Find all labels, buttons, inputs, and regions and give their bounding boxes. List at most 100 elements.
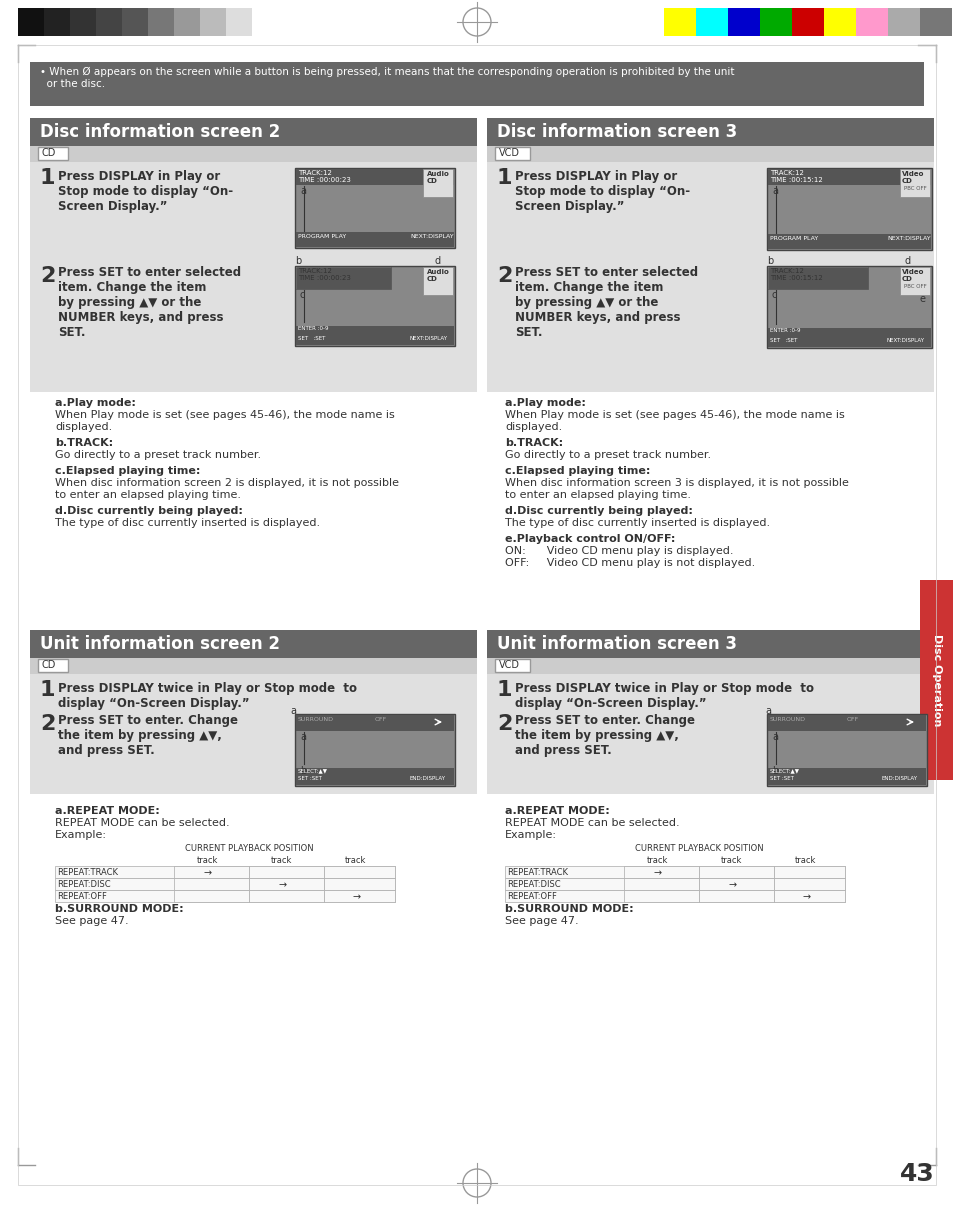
Text: CURRENT PLAYBACK POSITION: CURRENT PLAYBACK POSITION [185,844,314,853]
Text: REPEAT:DISC: REPEAT:DISC [57,880,111,889]
Bar [486,674,933,794]
Text: b.SURROUND MODE:: b.SURROUND MODE: [504,904,633,915]
Bar [422,169,453,196]
Bar [30,674,476,794]
Text: →: → [801,892,809,903]
Text: NEXT:DISPLAY: NEXT:DISPLAY [410,234,453,239]
Text: Press DISPLAY in Play or
Stop mode to display “On-
Screen Display.”: Press DISPLAY in Play or Stop mode to di… [58,170,233,213]
Text: Audio
CD: Audio CD [427,171,449,184]
Bar [899,268,929,295]
Text: Press SET to enter selected
item. Change the item
by pressing ▲▼ or the
NUMBER k: Press SET to enter selected item. Change… [515,266,698,339]
Bar [486,630,933,658]
Text: Press DISPLAY twice in Play or Stop mode  to
display “On-Screen Display.”: Press DISPLAY twice in Play or Stop mode… [515,682,813,710]
Text: OFF: OFF [375,717,387,722]
Text: The type of disc currently inserted is displayed.: The type of disc currently inserted is d… [504,518,769,528]
Bar [773,878,844,890]
Text: SURROUND: SURROUND [297,717,334,722]
Bar [766,266,931,348]
Bar [295,233,454,247]
Bar [30,658,476,674]
Text: PROGRAM PLAY: PROGRAM PLAY [297,234,346,239]
Text: CURRENT PLAYBACK POSITION: CURRENT PLAYBACK POSITION [635,844,762,853]
Text: 1: 1 [497,680,512,700]
Text: When disc information screen 3 is displayed, it is not possible
to enter an elap: When disc information screen 3 is displa… [504,478,848,500]
Bar [30,161,476,392]
Bar [323,878,395,890]
Text: NEXT:DISPLAY: NEXT:DISPLAY [886,236,929,241]
Bar [919,580,953,780]
Bar [767,776,925,784]
Bar [173,890,249,903]
Text: a: a [764,706,770,716]
Text: →: → [728,880,736,890]
Text: 1: 1 [497,167,512,188]
Bar [767,768,925,776]
Text: PROGRAM PLAY: PROGRAM PLAY [769,236,818,241]
Text: TRACK:12: TRACK:12 [297,268,332,274]
Bar [504,878,844,890]
Text: NEXT:DISPLAY: NEXT:DISPLAY [410,336,448,341]
Text: b: b [771,766,778,776]
Bar [760,8,791,36]
Text: Video
CD: Video CD [901,269,923,282]
Text: 1: 1 [40,167,55,188]
Text: c: c [299,290,305,300]
Text: a: a [771,186,778,196]
Text: TIME :00:00:23: TIME :00:00:23 [297,275,351,281]
Bar [55,866,395,878]
Text: a.REPEAT MODE:: a.REPEAT MODE: [55,806,159,816]
Text: track: track [646,856,667,865]
Bar [486,658,933,674]
Bar [226,8,252,36]
Bar [96,8,122,36]
Bar [486,161,933,392]
Bar [504,890,844,903]
Text: Press SET to enter. Change
the item by pressing ▲▼,
and press SET.: Press SET to enter. Change the item by p… [515,715,695,757]
Text: PBC OFF: PBC OFF [903,186,925,192]
Text: Press SET to enter selected
item. Change the item
by pressing ▲▼ or the
NUMBER k: Press SET to enter selected item. Change… [58,266,241,339]
Bar [295,768,454,776]
Text: TRACK:12: TRACK:12 [769,170,803,176]
Text: TIME :00:00:23: TIME :00:00:23 [297,177,351,183]
Text: REPEAT:OFF: REPEAT:OFF [57,892,107,901]
Text: SET   :SET: SET :SET [769,337,797,343]
Bar [295,268,391,289]
Bar [767,268,867,289]
Bar [295,715,454,731]
Bar [148,8,173,36]
Bar [766,167,931,249]
Bar [623,878,698,890]
Text: track: track [794,856,816,865]
Bar [698,866,773,878]
Bar [486,118,933,146]
Text: TRACK:12: TRACK:12 [297,170,332,176]
Bar [823,8,855,36]
Text: b: b [766,255,773,266]
Text: b.TRACK:: b.TRACK: [55,437,113,448]
Text: SURROUND: SURROUND [769,717,805,722]
Text: Audio
CD: Audio CD [427,269,449,282]
Text: 2: 2 [497,266,512,286]
Text: ENTER :0-9: ENTER :0-9 [769,328,800,333]
Text: Disc Operation: Disc Operation [931,634,941,727]
Bar [55,878,395,890]
Bar [727,8,760,36]
Text: 2: 2 [40,715,55,734]
Bar [791,8,823,36]
Text: SET :SET: SET :SET [769,776,793,781]
Text: a: a [771,731,778,742]
Text: REPEAT:TRACK: REPEAT:TRACK [57,868,118,877]
Bar [766,715,926,786]
Bar [855,8,887,36]
Text: See page 47.: See page 47. [504,916,578,925]
Text: TRACK:12: TRACK:12 [769,268,803,274]
Text: b.SURROUND MODE:: b.SURROUND MODE: [55,904,183,915]
Bar [173,878,249,890]
Text: 2: 2 [497,715,512,734]
Bar [767,268,867,289]
Text: Disc information screen 3: Disc information screen 3 [497,123,737,141]
Text: c.Elapsed playing time:: c.Elapsed playing time: [55,466,200,476]
Text: SELECT:▲▼: SELECT:▲▼ [297,768,328,772]
Text: track: track [345,856,366,865]
Text: →: → [653,868,661,878]
